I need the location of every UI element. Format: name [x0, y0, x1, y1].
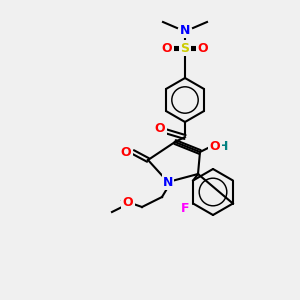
Text: O: O	[121, 146, 131, 158]
Text: O: O	[123, 196, 133, 208]
Text: S: S	[181, 41, 190, 55]
Text: N: N	[180, 23, 190, 37]
Text: O: O	[198, 41, 208, 55]
Text: N: N	[163, 176, 173, 188]
Text: O: O	[210, 140, 220, 154]
Text: O: O	[155, 122, 165, 136]
Text: O: O	[162, 41, 172, 55]
Text: H: H	[218, 140, 228, 154]
Text: F: F	[181, 202, 189, 215]
